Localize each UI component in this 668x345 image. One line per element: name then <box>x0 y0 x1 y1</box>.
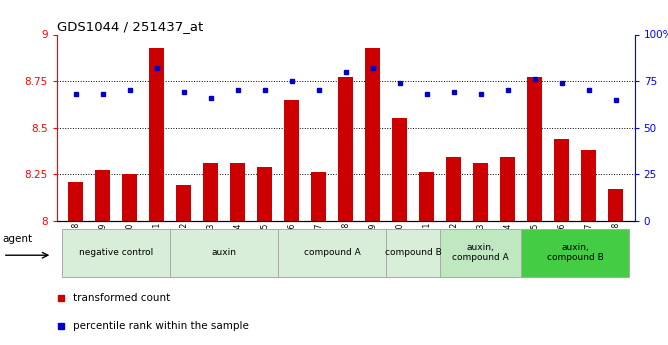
Bar <box>96 170 110 221</box>
Text: auxin: auxin <box>212 248 236 257</box>
Bar <box>500 157 515 221</box>
Text: percentile rank within the sample: percentile rank within the sample <box>73 321 248 331</box>
Text: auxin,
compound B: auxin, compound B <box>547 243 604 263</box>
Bar <box>521 229 629 277</box>
Bar <box>440 229 521 277</box>
Bar <box>473 163 488 221</box>
Text: transformed count: transformed count <box>73 293 170 303</box>
Bar <box>527 77 542 221</box>
Bar <box>257 167 272 221</box>
Bar <box>170 229 278 277</box>
Text: negative control: negative control <box>79 248 154 257</box>
Bar <box>62 229 170 277</box>
Text: compound B: compound B <box>385 248 442 257</box>
Text: compound A: compound A <box>304 248 361 257</box>
Bar <box>285 100 299 221</box>
Bar <box>203 163 218 221</box>
Bar <box>446 157 461 221</box>
Bar <box>554 139 569 221</box>
Bar <box>122 174 137 221</box>
Bar <box>278 229 386 277</box>
Bar <box>338 77 353 221</box>
Bar <box>149 48 164 221</box>
Bar <box>230 163 245 221</box>
Bar <box>581 150 596 221</box>
Text: GDS1044 / 251437_at: GDS1044 / 251437_at <box>57 20 203 33</box>
Bar <box>311 172 326 221</box>
Bar <box>176 185 191 221</box>
Bar <box>386 229 440 277</box>
Bar <box>609 189 623 221</box>
Text: auxin,
compound A: auxin, compound A <box>452 243 509 263</box>
Bar <box>365 48 380 221</box>
Bar <box>68 182 83 221</box>
Bar <box>420 172 434 221</box>
Bar <box>392 118 407 221</box>
Text: agent: agent <box>3 234 33 244</box>
